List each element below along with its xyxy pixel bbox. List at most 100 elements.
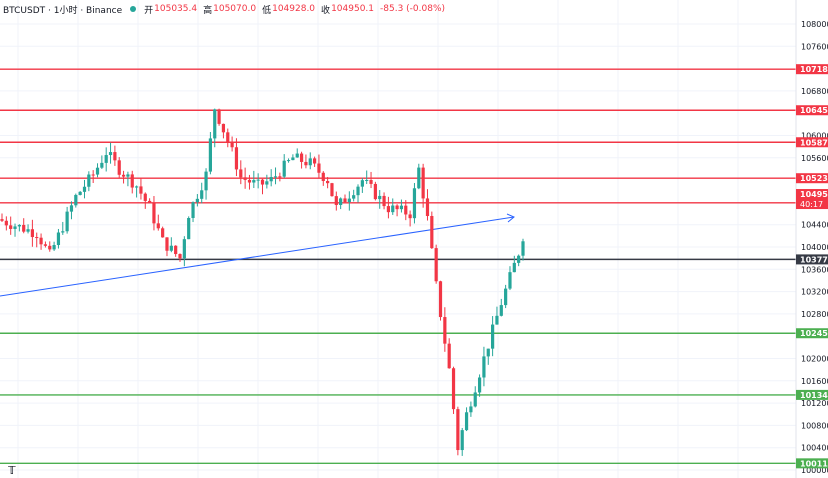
candle-body [347,198,351,203]
price-tick-label: 102000.0 [801,355,828,364]
price-tick-label: 104400.0 [801,221,828,230]
price-tick-label: 106800.0 [801,87,828,96]
candle-body [508,272,512,289]
candle-body [56,232,61,246]
price-tick-label: 101200.0 [801,399,828,408]
candle-body [313,158,317,164]
level-price-badge [796,389,828,400]
candle-body [286,160,291,162]
candle-body [65,211,69,232]
candle-body [334,196,338,206]
trendline-layer [0,213,515,297]
candle-body [217,109,221,124]
candle-body [291,157,295,161]
candle-body [451,368,456,410]
candle-body [87,174,91,187]
price-tick-label: 101600.0 [801,377,828,386]
candle-body [22,224,26,232]
candle-body [152,203,156,224]
candle-body [326,181,330,184]
candle-body [343,198,347,203]
candle-body [61,231,65,233]
price-tick-label: 105600.0 [801,154,828,163]
price-tick-label: 107600.0 [801,42,828,51]
candle-body [17,224,21,227]
candle-body [482,356,486,378]
tradingview-logo-icon[interactable]: 𝕋 [8,464,16,477]
candle-body [174,245,178,255]
candle-body [447,343,451,369]
candle-body [9,225,13,229]
candle-body [226,132,230,142]
candle-body [417,167,421,189]
candle-body [339,198,343,206]
level-price-label: 107189.6 [800,65,828,74]
candle-body [269,177,273,182]
candle-body [386,206,391,213]
candle-body [52,245,56,250]
level-price-badge [796,173,828,184]
level-price-label: 103777.5 [800,255,828,264]
level-price-badge [796,137,828,148]
candle-body [308,158,312,166]
high-label: 高 [203,5,213,16]
candle-body [469,406,473,413]
candle-body [369,180,373,184]
candle-body [421,167,425,199]
grid [0,0,796,478]
candle-body [130,174,134,188]
price-tick-label: 100000.0 [801,466,828,475]
candle-body [473,392,477,407]
candle-body [195,198,199,203]
candle-body [200,190,204,199]
candle-body [486,348,490,357]
candle-body [39,237,43,245]
candle-body [425,198,430,217]
candle-body [221,123,226,133]
candle-body [82,186,87,192]
level-price-badge [796,64,828,75]
candle-body [35,237,39,239]
candle-body [143,193,147,201]
candle-body [321,172,325,182]
candle-body [499,305,503,316]
level-price-badge [796,458,828,469]
candle-body [30,229,34,238]
candle-body [521,241,525,256]
level-price-label: 102453.1 [800,329,828,338]
candle-body [74,194,78,206]
candle-body [495,315,499,325]
candle-body [491,324,495,349]
candle-body [299,153,304,162]
price-tick-label: 103200.0 [801,288,828,297]
candle-body [178,254,182,259]
candle-body [356,186,360,196]
candle-body [395,205,399,210]
candle-body [460,430,464,451]
candle-body [464,412,469,431]
price-tick-label: 102800.0 [801,310,828,319]
candle-body [165,237,169,251]
candle-body [100,162,104,168]
candle-body [265,181,269,185]
candle-body [517,255,521,263]
candle-body [273,176,278,178]
candle-body [256,179,260,181]
candle-body [382,195,386,207]
symbol-title[interactable]: BTCUSDT · 1小时 · Binance [3,5,123,16]
candle-body [4,220,8,226]
open-value: 105035.4 [154,4,198,14]
candle-body [156,223,160,229]
candle-body [169,245,173,251]
current-price-badge [796,189,828,210]
candle-body [187,218,191,240]
candle-body [477,377,482,393]
low-label: 低 [262,5,272,16]
candle-body [104,155,108,163]
candle-body [330,183,334,197]
candle-body [113,152,117,161]
candle-body [434,248,438,282]
candle-body [352,195,356,199]
high-value: 105070.0 [213,4,257,14]
